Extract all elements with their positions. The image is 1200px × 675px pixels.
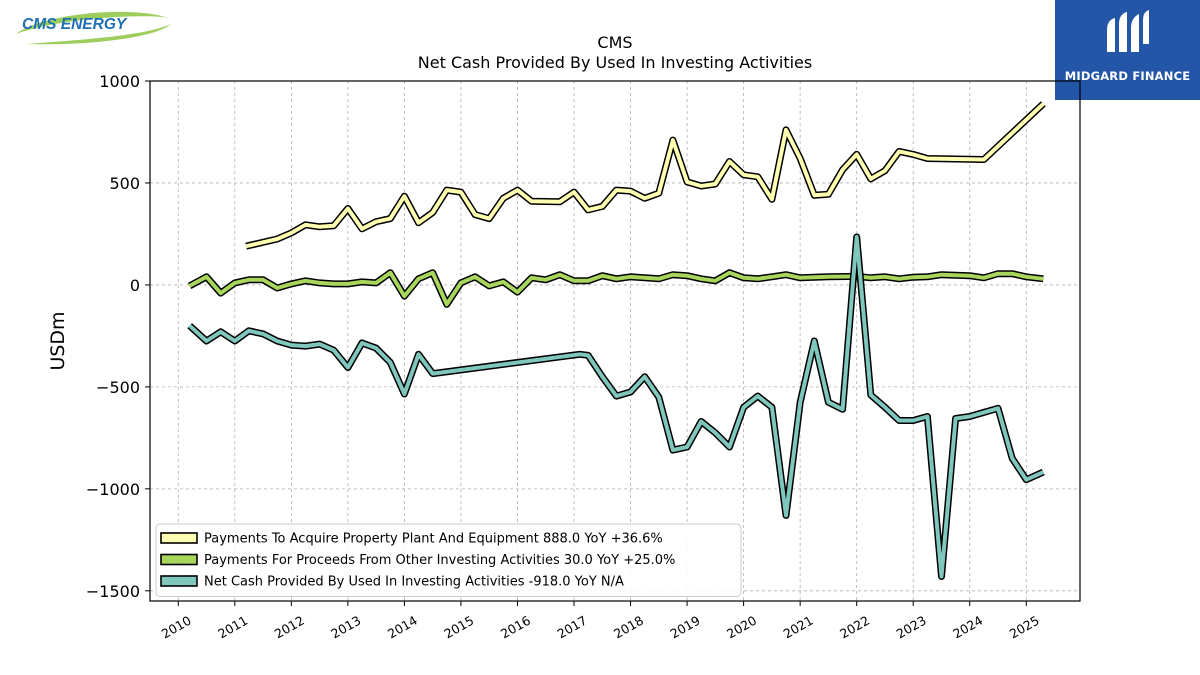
y-tick-label: 1000 [99, 72, 140, 91]
legend-swatch [160, 575, 198, 587]
series-2 [187, 233, 1045, 580]
legend-label: Net Cash Provided By Used In Investing A… [204, 575, 624, 590]
midgard-logo-text: MIDGARD FINANCE [1064, 69, 1191, 83]
legend-label: Payments To Acquire Property Plant And E… [204, 532, 663, 547]
y-tick-label: −1500 [86, 582, 140, 601]
series-0 [245, 101, 1046, 250]
x-tick-label: 2015 [441, 613, 476, 642]
series-line [245, 102, 1045, 249]
x-tick-label: 2012 [272, 613, 307, 642]
legend-swatch [160, 553, 198, 566]
midgard-logo-mark [1107, 10, 1149, 52]
y-tick-label: 0 [130, 276, 140, 295]
midgard-finance-logo: MIDGARD FINANCE [1055, 0, 1200, 100]
x-tick-label: 2023 [894, 613, 929, 642]
y-tick-label: −500 [96, 378, 140, 397]
chart-title: CMS [597, 33, 632, 52]
cms-energy-logo: CMS ENERGY [16, 11, 171, 45]
x-tick-label: 2025 [1007, 613, 1042, 642]
x-tick-label: 2014 [385, 613, 420, 642]
x-tick-label: 2019 [668, 613, 703, 642]
x-tick-label: 2017 [554, 613, 589, 642]
series-line [188, 235, 1045, 579]
legend: Payments To Acquire Property Plant And E… [155, 523, 742, 597]
cms-energy-logo-text: CMS ENERGY [22, 16, 128, 33]
x-tick-label: 2018 [611, 613, 646, 642]
y-tick-label: 500 [109, 174, 140, 193]
y-tick-label: −1000 [86, 480, 140, 499]
x-tick-label: 2013 [328, 613, 363, 642]
grid-lines [150, 80, 1080, 601]
legend-swatch [160, 532, 198, 544]
series-1 [187, 269, 1044, 308]
series-lines [187, 101, 1046, 580]
legend-label: Payments For Proceeds From Other Investi… [204, 553, 675, 568]
x-tick-label: 2016 [498, 613, 533, 642]
y-axis-label: USDm [47, 311, 69, 370]
legend-box [155, 523, 742, 597]
plot-frame [149, 80, 1081, 602]
x-tick-label: 2024 [950, 613, 985, 642]
chart-subtitle: Net Cash Provided By Used In Investing A… [418, 53, 812, 72]
series-line [188, 270, 1044, 307]
x-tick-label: 2020 [724, 613, 759, 642]
x-tick-label: 2010 [159, 613, 194, 642]
x-tick-label: 2011 [215, 613, 250, 642]
x-tick-label: 2022 [837, 613, 872, 642]
x-tick-label: 2021 [781, 613, 816, 642]
